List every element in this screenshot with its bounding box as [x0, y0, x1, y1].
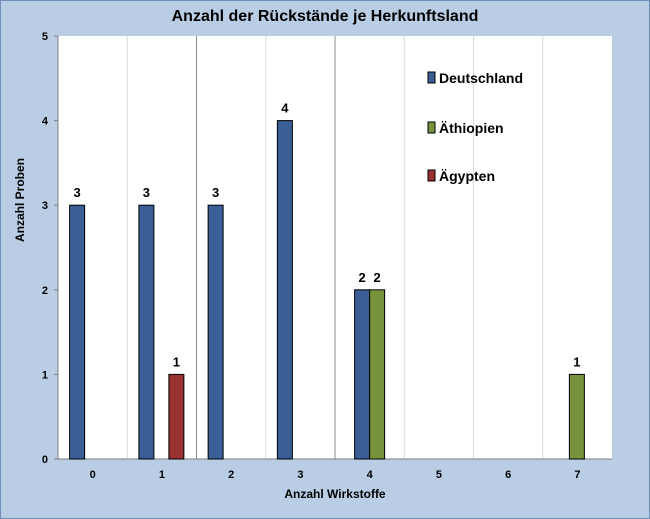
x-tick-label: 6 — [505, 469, 511, 481]
y-tick-label: 0 — [42, 454, 48, 466]
legend-swatch — [427, 71, 436, 84]
bar — [168, 373, 185, 460]
legend-label: Ägypten — [439, 168, 495, 184]
legend-swatch — [427, 169, 436, 182]
x-axis-label: Anzahl Wirkstoffe — [284, 487, 386, 501]
bar — [207, 204, 224, 460]
legend-swatch — [427, 121, 436, 134]
y-tick-label: 2 — [42, 285, 48, 297]
x-tick-label: 4 — [367, 469, 374, 481]
y-tick-label: 1 — [42, 369, 48, 381]
y-tick-label: 3 — [42, 200, 48, 212]
data-label: 2 — [374, 270, 381, 285]
data-label: 3 — [212, 185, 219, 200]
data-label: 1 — [573, 354, 580, 369]
bar — [568, 373, 585, 460]
bar — [276, 120, 293, 460]
data-label: 3 — [74, 185, 81, 200]
chart-title: Anzahl der Rückstände je Herkunftsland — [171, 8, 479, 25]
data-label: 2 — [359, 270, 366, 285]
x-tick-label: 0 — [90, 469, 96, 481]
bar — [138, 204, 155, 460]
bar — [354, 289, 371, 460]
x-tick-label: 3 — [297, 469, 303, 481]
x-tick-label: 5 — [436, 469, 442, 481]
bar — [69, 204, 86, 460]
x-tick-label: 7 — [574, 469, 580, 481]
y-tick-label: 4 — [42, 116, 49, 128]
data-label: 4 — [281, 101, 289, 116]
bar — [369, 289, 386, 460]
legend-label: Äthiopien — [439, 120, 504, 136]
x-tick-label: 2 — [228, 469, 234, 481]
legend-label: Deutschland — [439, 70, 523, 86]
data-label: 3 — [143, 185, 150, 200]
y-tick-label: 5 — [42, 31, 48, 43]
data-label: 1 — [173, 354, 180, 369]
x-tick-label: 1 — [159, 469, 165, 481]
